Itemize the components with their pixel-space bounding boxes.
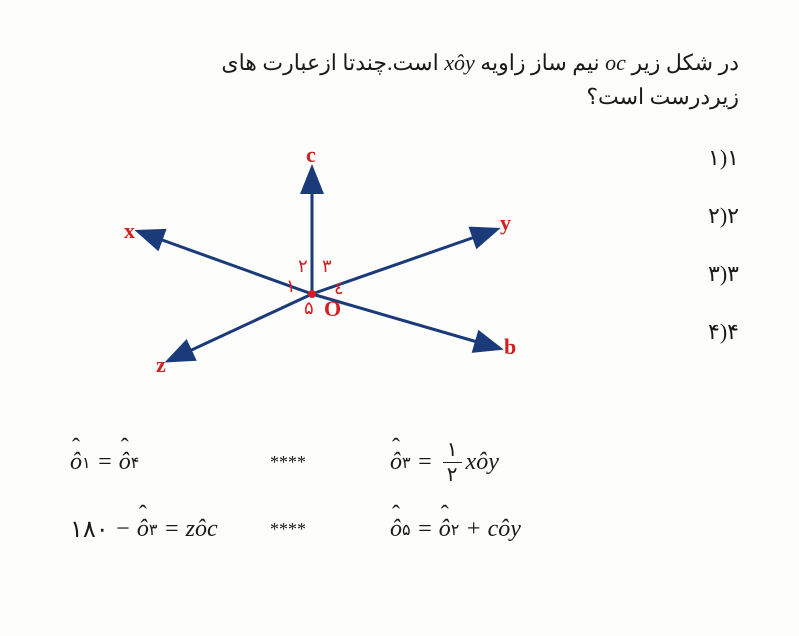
main-area: O c x y z b ۱۲۳٤۵ ۱(۱ ۲(۲ ۳(۳ ۴(۴ xyxy=(60,130,739,410)
separator-stars-2: **** xyxy=(270,519,390,540)
angle-label-4: ٤ xyxy=(334,278,344,298)
ray-label-c: c xyxy=(306,142,316,167)
q-xoy: xôy xyxy=(444,50,475,75)
angle-label-5: ۵ xyxy=(304,298,314,318)
q-p1: در شکل زیر xyxy=(626,50,739,75)
equation-row-2: ۱۸۰ − ô۳ = zôc **** ô۵ = ô۲ + côy xyxy=(60,515,739,544)
ray-label-x: x xyxy=(124,218,135,243)
equation-row-1: ô۱ = ô۴ **** ô۳ = ۱۲ xôy xyxy=(60,440,739,485)
equation-2: ô۳ = ۱۲ xôy xyxy=(390,440,640,485)
question-line2: زیردرست است؟ xyxy=(60,84,739,110)
origin-label: O xyxy=(324,296,341,321)
ray-label-y: y xyxy=(500,210,511,235)
angle-label-1: ۱ xyxy=(286,276,296,296)
ray-z xyxy=(170,294,312,360)
q-p2: نیم ساز زاویه xyxy=(475,50,605,75)
equations-block: ô۱ = ô۴ **** ô۳ = ۱۲ xôy ۱۸۰ − ô۳ = zôc … xyxy=(60,440,739,544)
angle-label-2: ۲ xyxy=(298,256,308,276)
geometry-diagram: O c x y z b ۱۲۳٤۵ xyxy=(70,130,550,400)
ray-label-b: b xyxy=(504,334,516,359)
q-p3: است.چندتا ازعبارت های xyxy=(221,50,444,75)
option-1: ۱(۱ xyxy=(708,145,739,171)
equation-1: ô۱ = ô۴ xyxy=(70,449,270,476)
answer-options: ۱(۱ ۲(۲ ۳(۳ ۴(۴ xyxy=(708,145,739,377)
option-4: ۴(۴ xyxy=(708,319,739,345)
angle-label-3: ۳ xyxy=(322,256,332,276)
question-line1: در شکل زیر oc نیم ساز زاویه xôy است.چندت… xyxy=(60,50,739,76)
option-3: ۳(۳ xyxy=(708,261,739,287)
equation-4: ô۵ = ô۲ + côy xyxy=(390,516,640,543)
ray-label-z: z xyxy=(156,352,166,377)
q-oc: oc xyxy=(605,50,626,75)
option-2: ۲(۲ xyxy=(708,203,739,229)
separator-stars-1: **** xyxy=(270,452,390,473)
equation-3: ۱۸۰ − ô۳ = zôc xyxy=(70,515,270,544)
